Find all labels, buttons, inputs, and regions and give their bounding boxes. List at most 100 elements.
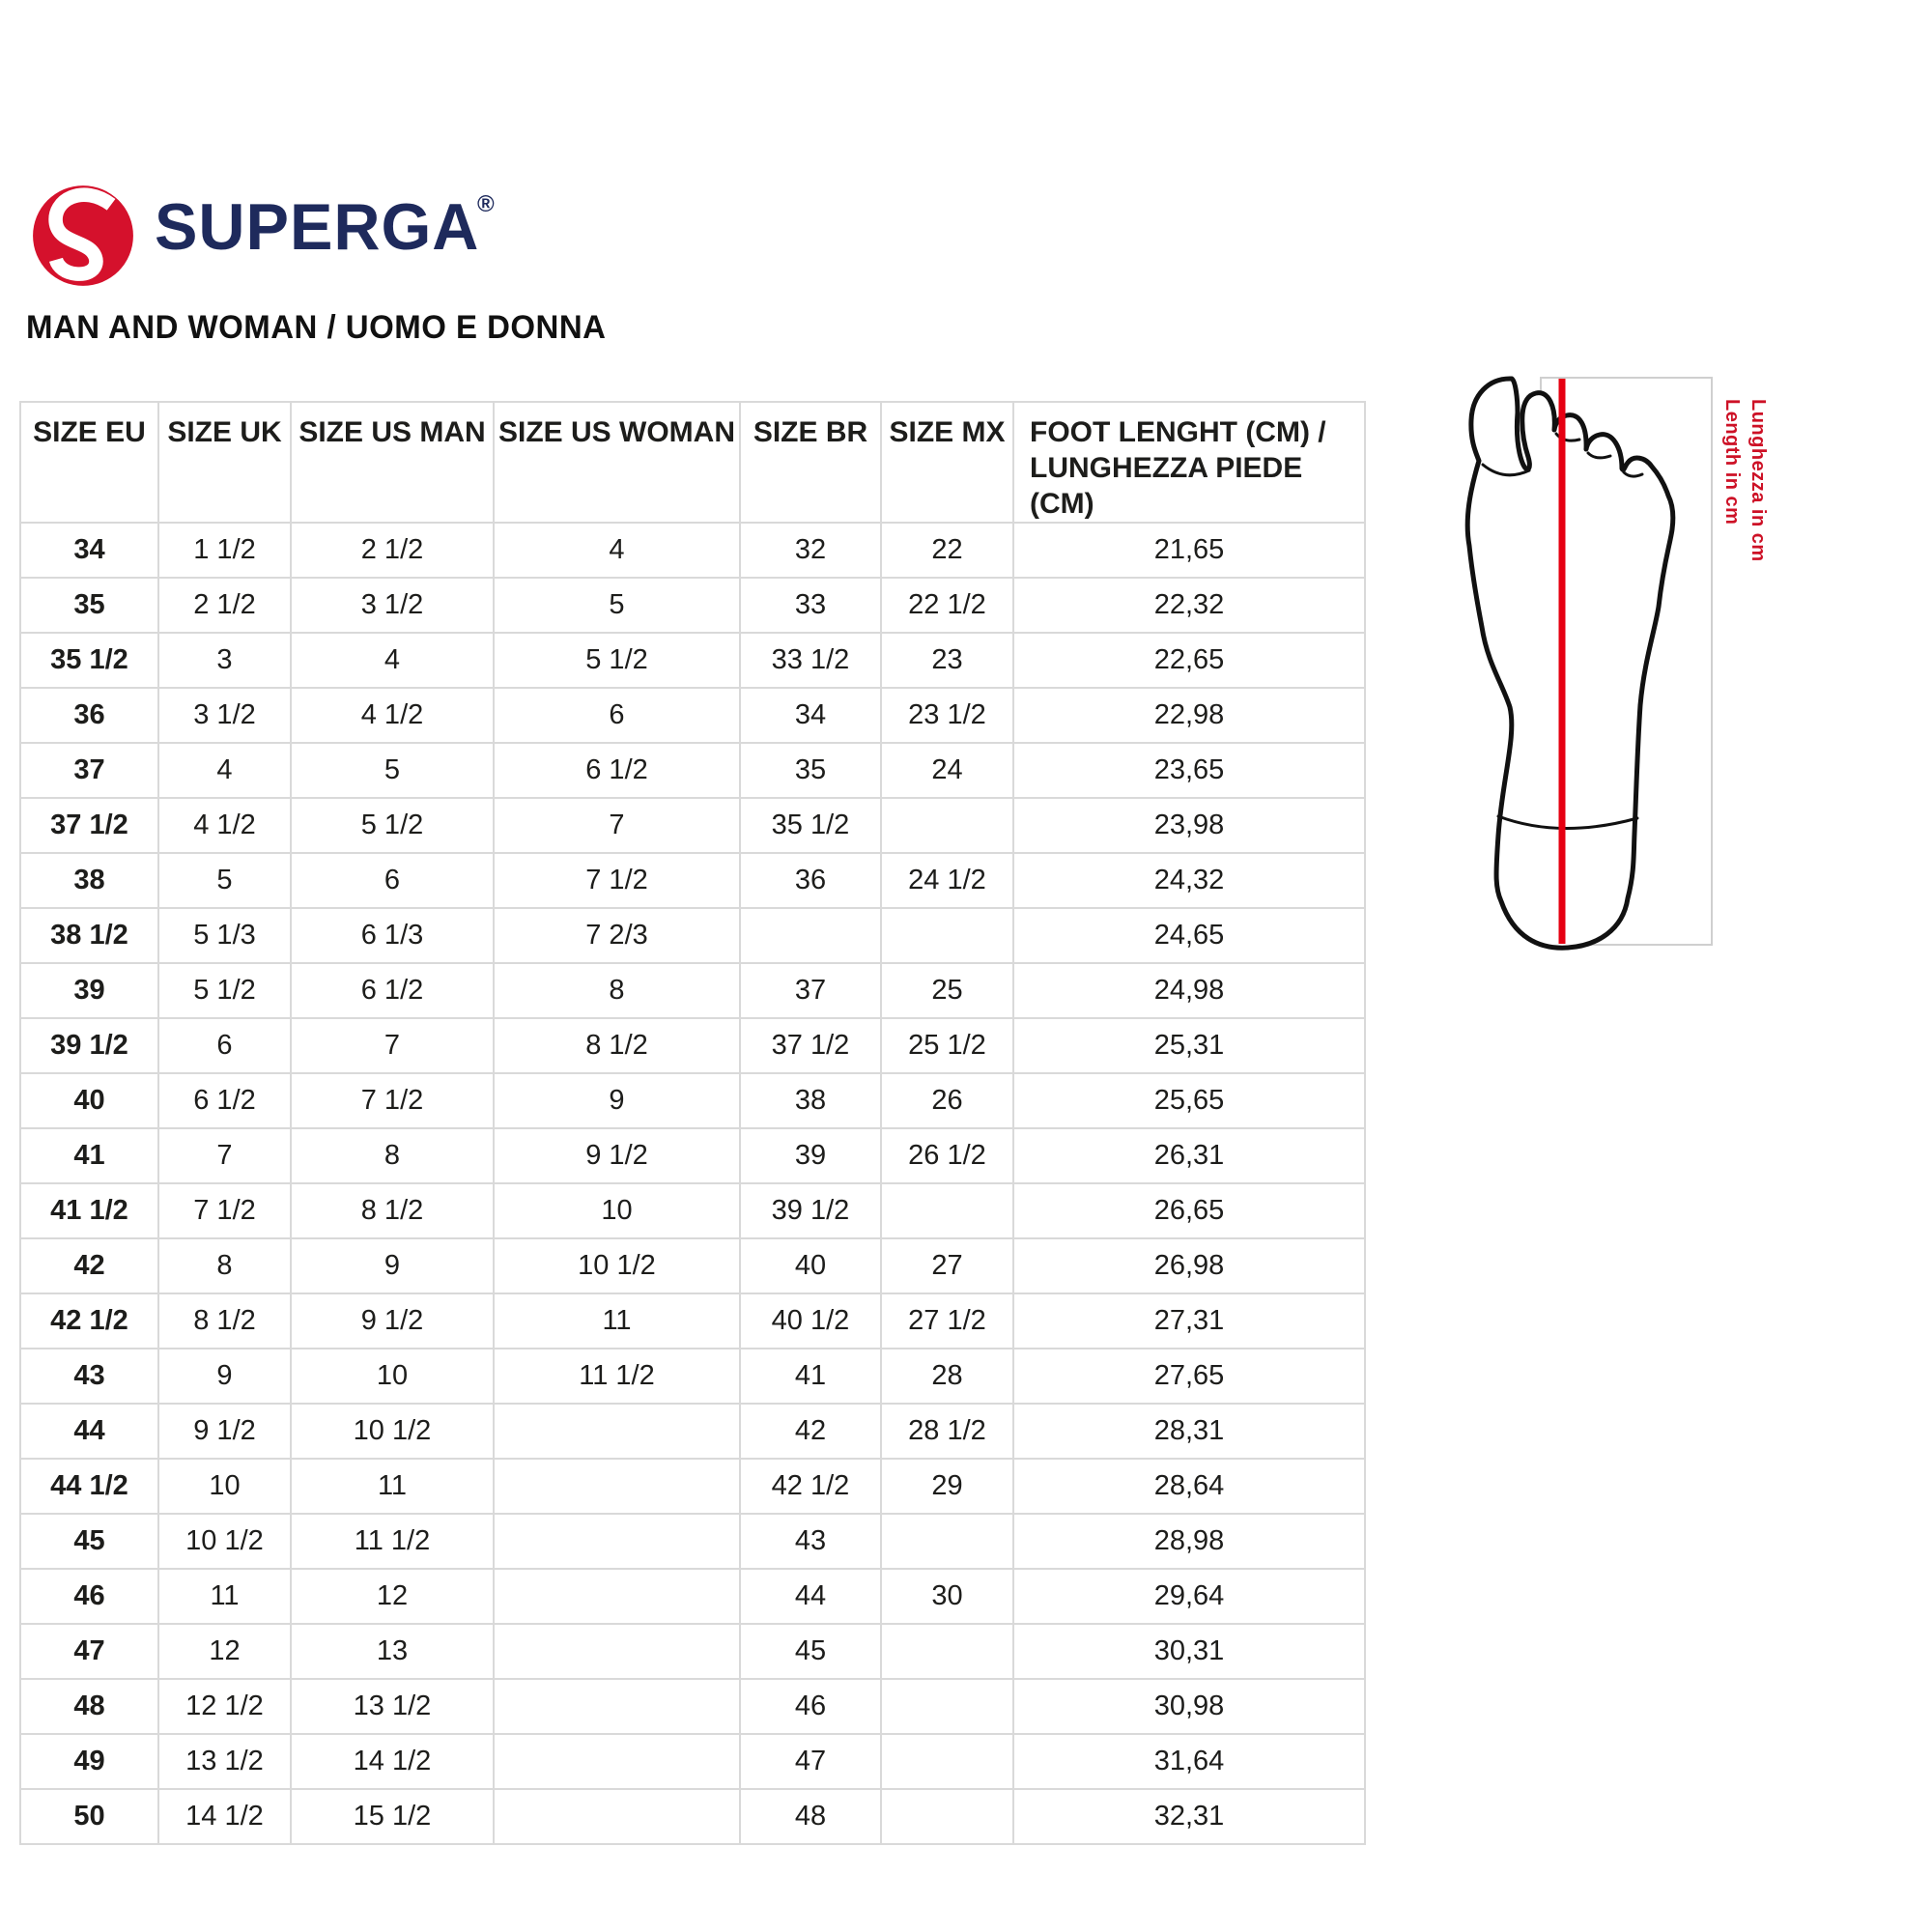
size-cell: 44 1/2 (19, 1458, 159, 1515)
size-cell: 37 1/2 (19, 797, 159, 854)
size-cell: 7 1/2 (290, 1072, 495, 1129)
size-cell: 11 1/2 (290, 1513, 495, 1570)
size-cell: 11 (493, 1293, 741, 1350)
size-cell (493, 1733, 741, 1790)
table-row: 38 1/2 5 1/3 6 1/3 7 2/3 24,65 (19, 907, 1366, 964)
size-cell: 7 1/2 (493, 852, 741, 909)
size-cell: 5 (290, 742, 495, 799)
size-cell: 12 (290, 1568, 495, 1625)
size-cell: 9 1/2 (157, 1403, 292, 1460)
size-cell: 28,31 (1012, 1403, 1366, 1460)
table-row: 34 1 1/2 2 1/2 4 32 22 21,65 (19, 522, 1366, 579)
foot-sole-outline-icon (1464, 376, 1676, 951)
size-cell: 23,98 (1012, 797, 1366, 854)
size-cell: 4 (493, 522, 741, 579)
size-cell: 30 (880, 1568, 1014, 1625)
size-cell: 10 (157, 1458, 292, 1515)
size-table-body: 34 1 1/2 2 1/2 4 32 22 21,65 35 2 1/2 3 1/2 5 33 22 … (19, 522, 1366, 1845)
size-cell: 46 (19, 1568, 159, 1625)
size-cell: 24 1/2 (880, 852, 1014, 909)
table-row: 35 2 1/2 3 1/2 5 33 22 1/2 22,32 (19, 577, 1366, 634)
size-cell: 6 1/2 (493, 742, 741, 799)
table-row: 44 9 1/2 10 1/2 42 28 1/2 28,31 (19, 1403, 1366, 1460)
size-cell: 24,98 (1012, 962, 1366, 1019)
size-cell: 25,31 (1012, 1017, 1366, 1074)
size-cell: 21,65 (1012, 522, 1366, 579)
size-cell: 42 (739, 1403, 882, 1460)
size-cell: 35 (19, 577, 159, 634)
size-cell: 11 (290, 1458, 495, 1515)
size-cell: 42 1/2 (739, 1458, 882, 1515)
size-cell: 47 (739, 1733, 882, 1790)
size-cell: 10 1/2 (493, 1237, 741, 1294)
size-cell: 28 1/2 (880, 1403, 1014, 1460)
size-cell: 3 (157, 632, 292, 689)
size-cell (493, 1513, 741, 1570)
size-cell: 6 1/3 (290, 907, 495, 964)
size-cell: 38 (19, 852, 159, 909)
size-cell: 43 (739, 1513, 882, 1570)
size-cell: 39 (739, 1127, 882, 1184)
size-cell: 35 1/2 (739, 797, 882, 854)
size-cell: 33 (739, 577, 882, 634)
size-cell: 9 (493, 1072, 741, 1129)
column-header: SIZE MX (880, 401, 1014, 524)
size-cell: 8 (493, 962, 741, 1019)
size-cell: 22 1/2 (880, 577, 1014, 634)
size-cell: 35 (739, 742, 882, 799)
size-table-header: SIZE EU SIZE UK SIZE US MAN SIZE US WOMAN SI… (19, 401, 1366, 524)
size-cell: 10 1/2 (157, 1513, 292, 1570)
brand-wordmark: SUPERGA (155, 190, 480, 264)
size-cell: 8 1/2 (157, 1293, 292, 1350)
size-cell: 42 1/2 (19, 1293, 159, 1350)
page-title: MAN AND WOMAN / UOMO E DONNA (26, 309, 607, 346)
size-cell: 9 (290, 1237, 495, 1294)
size-cell: 14 1/2 (157, 1788, 292, 1845)
size-cell: 14 1/2 (290, 1733, 495, 1790)
size-cell (493, 1458, 741, 1515)
size-cell: 5 1/2 (290, 797, 495, 854)
size-cell: 32 (739, 522, 882, 579)
size-cell: 2 1/2 (290, 522, 495, 579)
size-cell: 28,64 (1012, 1458, 1366, 1515)
size-cell (880, 1678, 1014, 1735)
size-cell (880, 907, 1014, 964)
size-cell: 26,65 (1012, 1182, 1366, 1239)
size-cell: 3 1/2 (157, 687, 292, 744)
size-cell: 44 (19, 1403, 159, 1460)
size-cell: 9 1/2 (493, 1127, 741, 1184)
size-cell (880, 1623, 1014, 1680)
size-cell: 25,65 (1012, 1072, 1366, 1129)
size-cell: 24,65 (1012, 907, 1366, 964)
size-cell: 47 (19, 1623, 159, 1680)
size-cell: 27,31 (1012, 1293, 1366, 1350)
size-cell: 10 (493, 1182, 741, 1239)
header-row: SIZE EU SIZE UK SIZE US MAN SIZE US WOMAN SI… (19, 401, 1366, 524)
size-cell: 37 (739, 962, 882, 1019)
size-cell: 35 1/2 (19, 632, 159, 689)
size-cell: 24 (880, 742, 1014, 799)
table-row: 43 9 10 11 1/2 41 28 27,65 (19, 1348, 1366, 1405)
size-cell: 22 (880, 522, 1014, 579)
size-cell: 36 (739, 852, 882, 909)
size-cell: 27,65 (1012, 1348, 1366, 1405)
size-cell: 9 (157, 1348, 292, 1405)
size-cell: 8 1/2 (493, 1017, 741, 1074)
measure-label-it: Lunghezza in cm (1747, 399, 1769, 562)
table-row: 35 1/2 3 4 5 1/2 33 1/2 23 22,65 (19, 632, 1366, 689)
size-cell: 5 1/2 (157, 962, 292, 1019)
size-cell: 50 (19, 1788, 159, 1845)
size-cell: 44 (739, 1568, 882, 1625)
size-cell (493, 1403, 741, 1460)
table-row: 42 8 9 10 1/2 40 27 26,98 (19, 1237, 1366, 1294)
size-cell: 46 (739, 1678, 882, 1735)
measure-label-en: Length in cm (1721, 399, 1743, 526)
registered-mark: ® (477, 191, 495, 217)
size-cell: 41 1/2 (19, 1182, 159, 1239)
size-cell: 4 (290, 632, 495, 689)
size-cell: 23 1/2 (880, 687, 1014, 744)
size-cell (493, 1788, 741, 1845)
table-row: 36 3 1/2 4 1/2 6 34 23 1/2 22,98 (19, 687, 1366, 744)
size-cell (493, 1568, 741, 1625)
size-cell: 9 1/2 (290, 1293, 495, 1350)
